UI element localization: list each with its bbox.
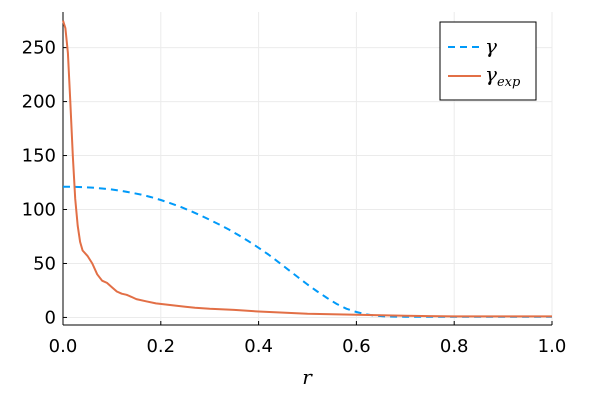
axes <box>62 12 553 326</box>
legend: γ γexp <box>439 21 537 101</box>
x-tick-label: 0.0 <box>49 336 78 357</box>
series-line-gamma-exp <box>62 20 552 318</box>
y-tick-label: 0 <box>45 307 56 328</box>
legend-label-gamma-exp: γexp <box>485 62 521 90</box>
x-tick-label: 1.0 <box>538 336 567 357</box>
y-tick-label: 50 <box>33 253 56 274</box>
tick-labels: 0.0 0.2 0.4 0.6 0.8 1.0 0 50 100 150 200 250 <box>22 38 567 357</box>
legend-box <box>439 21 537 101</box>
y-tick-label: 150 <box>22 146 56 167</box>
y-tick-label: 250 <box>22 38 56 59</box>
legend-label-gamma: γ <box>485 34 497 58</box>
grid <box>62 12 553 325</box>
series-group <box>62 20 552 318</box>
series-line-gamma <box>63 185 552 318</box>
x-tick-label: 0.2 <box>146 336 175 357</box>
y-tick-label: 100 <box>22 200 56 221</box>
x-axis-label: r <box>302 365 313 389</box>
y-tick-label: 200 <box>22 92 56 113</box>
x-tick-label: 0.8 <box>440 336 469 357</box>
x-tick-label: 0.6 <box>342 336 371 357</box>
x-tick-label: 0.4 <box>244 336 273 357</box>
